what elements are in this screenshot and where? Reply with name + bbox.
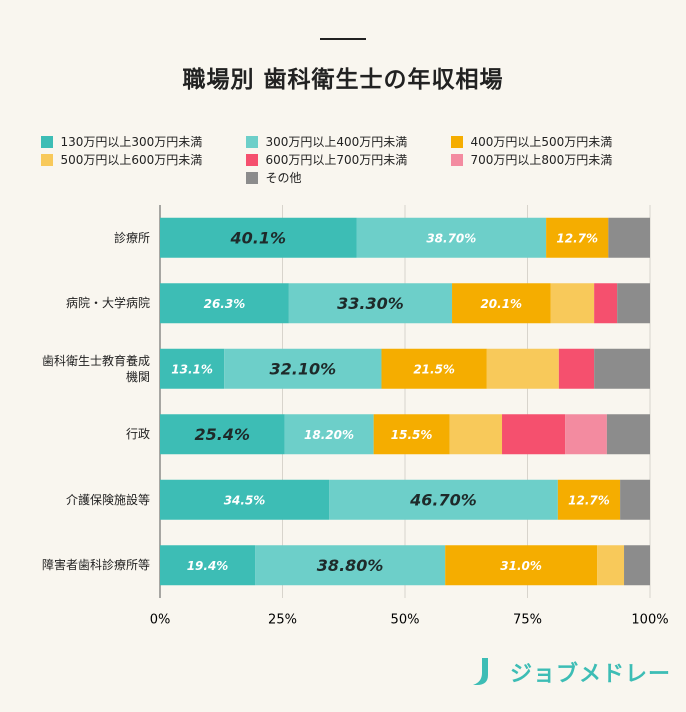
data-label: 12.7% <box>556 231 598 245</box>
legend-item: 700万円以上800万円未満 <box>450 152 656 167</box>
legend-swatch <box>40 153 53 166</box>
legend-swatch <box>245 135 258 148</box>
x-tick-label: 0% <box>150 613 171 628</box>
data-label: 13.1% <box>171 362 213 376</box>
bar-segment <box>373 414 450 455</box>
bar-segment <box>288 283 453 324</box>
data-label: 33.30% <box>337 294 404 313</box>
data-label: 19.4% <box>187 559 229 573</box>
bar-segment <box>502 414 566 455</box>
y-tick-label: 障害者歯科診療所等 <box>41 558 150 573</box>
brand-icon <box>473 658 488 685</box>
data-label: 32.10% <box>270 359 337 378</box>
bar-segment <box>381 348 487 389</box>
bar-segment <box>594 348 650 389</box>
data-label: 46.70% <box>409 490 477 509</box>
legend-item: 400万円以上500万円未満 <box>450 134 656 149</box>
legend-swatch <box>245 171 258 184</box>
legend-swatch <box>450 135 463 148</box>
bar-segment <box>606 414 650 455</box>
brand-logo: ジョブメドレー <box>468 655 671 689</box>
title-rule <box>320 38 366 40</box>
bar-segment <box>160 479 330 520</box>
bar-segment <box>329 479 558 520</box>
legend-label: 400万円以上500万円未満 <box>470 135 613 149</box>
legend-item: その他 <box>245 170 451 185</box>
legend-swatch <box>40 135 53 148</box>
bar-segment <box>160 283 289 324</box>
x-tick-label: 100% <box>631 613 668 628</box>
y-tick-label: 歯科衛生士教育養成 機関 <box>41 353 150 384</box>
y-tick-label: 診療所 <box>113 230 150 245</box>
bar-segment <box>594 283 618 324</box>
bar-segment <box>284 414 374 455</box>
legend-label: 600万円以上700万円未満 <box>265 153 408 167</box>
bar-segment <box>452 283 551 324</box>
bar-segment <box>486 348 559 389</box>
legend-item: 130万円以上300万円未満 <box>40 134 246 149</box>
bar-segment <box>624 545 650 586</box>
bar-segment <box>160 414 285 455</box>
data-label: 21.5% <box>413 362 455 376</box>
bar-segment <box>558 348 595 389</box>
legend-item: 600万円以上700万円未満 <box>245 152 451 167</box>
bar-segment <box>255 545 446 586</box>
data-label: 34.5% <box>224 493 266 507</box>
data-label: 15.5% <box>391 428 433 442</box>
y-tick-label: 行政 <box>125 427 150 442</box>
data-label: 12.7% <box>568 493 610 507</box>
bar-segment <box>597 545 625 586</box>
bar-segment <box>617 283 650 324</box>
y-tick-label: 介護保険施設等 <box>65 492 150 507</box>
legend: 130万円以上300万円未満 300万円以上400万円未満 400万円以上500万円… <box>38 134 658 185</box>
legend-label: その他 <box>265 171 302 185</box>
chart-title: 職場別 歯科衛生士の年収相場 <box>182 67 504 93</box>
data-label: 31.0% <box>500 559 542 573</box>
x-tick-label: 50% <box>391 613 420 628</box>
legend-label: 300万円以上400万円未満 <box>265 135 408 149</box>
legend-label: 700万円以上800万円未満 <box>470 153 613 167</box>
legend-label: 500万円以上600万円未満 <box>60 153 203 167</box>
x-tick-label: 25% <box>268 613 297 628</box>
bar-segment <box>550 283 595 324</box>
bar-segment <box>449 414 503 455</box>
data-label: 40.1% <box>229 228 286 247</box>
bar-segment <box>546 217 609 258</box>
x-tick-label: 75% <box>513 613 542 628</box>
bar-segment <box>356 217 547 258</box>
data-label: 25.4% <box>194 425 250 444</box>
data-label: 38.80% <box>317 556 384 575</box>
data-label: 20.1% <box>480 297 522 311</box>
legend-item: 300万円以上400万円未満 <box>245 134 451 149</box>
data-label: 18.20% <box>304 428 354 442</box>
bar-segment <box>160 217 357 258</box>
bar-segment <box>224 348 382 389</box>
y-tick-label: 病院・大学病院 <box>65 296 150 311</box>
data-label: 26.3% <box>204 297 246 311</box>
bar-segment <box>620 479 650 520</box>
legend-label: 130万円以上300万円未満 <box>60 135 203 149</box>
brand-name: ジョブメドレー <box>510 662 672 687</box>
bar-segment <box>557 479 621 520</box>
legend-swatch <box>450 153 463 166</box>
legend-swatch <box>245 153 258 166</box>
bar-segment <box>160 348 225 389</box>
bar-segment <box>565 414 607 455</box>
bar-segment <box>160 545 256 586</box>
bar-segment <box>445 545 598 586</box>
bar-segment <box>608 217 650 258</box>
legend-item: 500万円以上600万円未満 <box>40 152 246 167</box>
data-label: 38.70% <box>426 231 476 245</box>
